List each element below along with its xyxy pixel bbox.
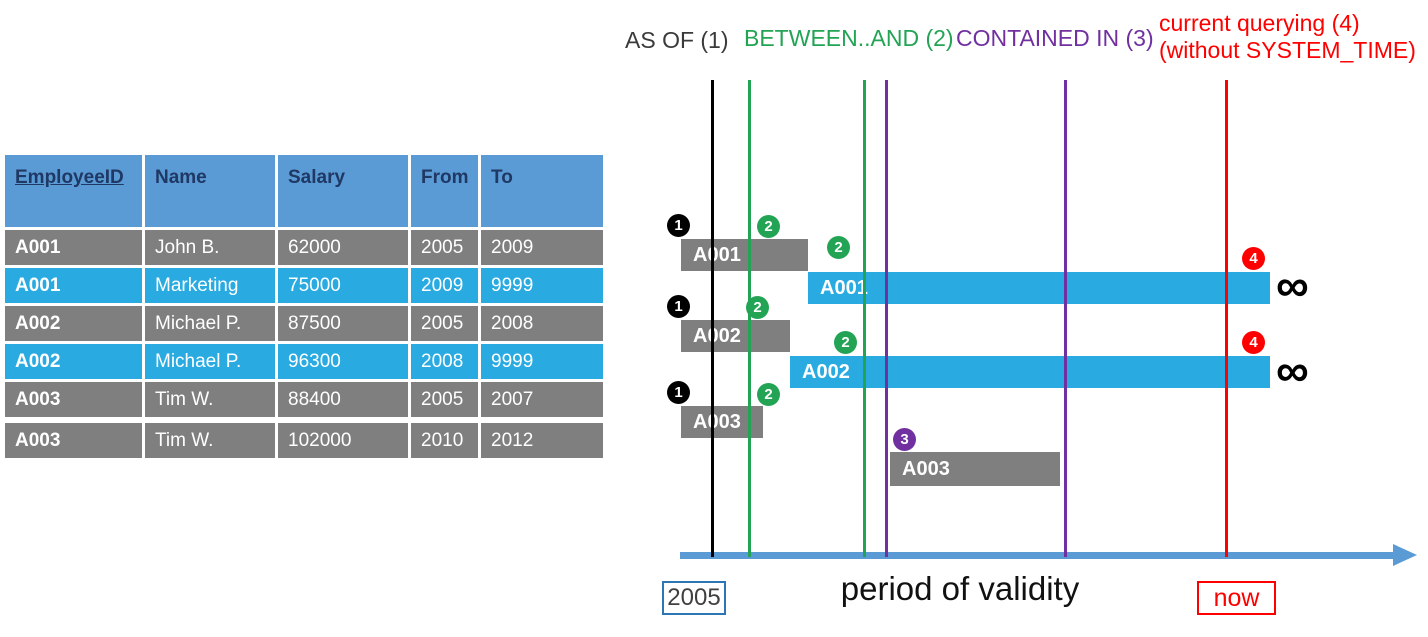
now-line: [1225, 80, 1228, 557]
cell-employee-id: A001: [5, 268, 145, 303]
cell-from: 2008: [411, 344, 481, 379]
legend-current-querying: current querying (4): [1159, 10, 1360, 36]
bar-label: A003: [693, 410, 741, 433]
cell-name: Tim W.: [145, 423, 278, 458]
bar-a002-old: A002: [681, 320, 790, 352]
col-header-employeeid: EmployeeID: [5, 155, 145, 227]
col-header-to: To: [481, 155, 603, 227]
cell-to: 9999: [481, 344, 603, 379]
cell-employee-id: A003: [5, 382, 145, 417]
badge-current: 4: [1242, 247, 1265, 270]
cell-from: 2005: [411, 306, 481, 341]
between-end-line: [863, 80, 866, 557]
table-row: A001 Marketing 75000 2009 9999: [5, 268, 603, 303]
bar-a001-current: A001: [808, 272, 1270, 304]
time-axis-arrowhead: [1393, 544, 1417, 566]
cell-from: 2005: [411, 230, 481, 265]
between-start-line: [748, 80, 751, 557]
cell-employee-id: A001: [5, 230, 145, 265]
contained-start-line: [885, 80, 888, 557]
table-row: A003 Tim W. 102000 2010 2012: [5, 423, 603, 458]
cell-to: 2012: [481, 423, 603, 458]
bar-label: A001: [693, 243, 741, 266]
badge-current: 4: [1242, 331, 1265, 354]
cell-name: John B.: [145, 230, 278, 265]
infinity-symbol: ∞: [1276, 259, 1309, 311]
axis-title: period of validity: [840, 570, 1080, 607]
axis-start-label-box: 2005: [662, 581, 726, 615]
cell-name: Marketing: [145, 268, 278, 303]
bar-a002-current: A002: [790, 356, 1270, 388]
cell-name: Tim W.: [145, 382, 278, 417]
badge-between: 2: [746, 296, 769, 319]
cell-employee-id: A002: [5, 306, 145, 341]
cell-to: 2008: [481, 306, 603, 341]
cell-to: 2007: [481, 382, 603, 417]
cell-name: Michael P.: [145, 306, 278, 341]
cell-employee-id: A002: [5, 344, 145, 379]
badge-as-of: 1: [667, 295, 690, 318]
infinity-symbol: ∞: [1276, 344, 1309, 396]
col-header-name: Name: [145, 155, 278, 227]
cell-salary: 75000: [278, 268, 411, 303]
legend-without-system-time: (without SYSTEM_TIME): [1159, 37, 1416, 63]
badge-between: 2: [757, 215, 780, 238]
cell-employee-id: A003: [5, 423, 145, 458]
cell-salary: 102000: [278, 423, 411, 458]
as-of-line: [711, 80, 714, 557]
badge-contained: 3: [893, 428, 916, 451]
contained-end-line: [1064, 80, 1067, 557]
col-header-from: From: [411, 155, 481, 227]
badge-as-of: 1: [667, 214, 690, 237]
bar-label: A002: [802, 360, 850, 383]
cell-from: 2009: [411, 268, 481, 303]
bar-a001-old: A001: [681, 239, 808, 271]
bar-label: A003: [902, 457, 950, 480]
cell-name: Michael P.: [145, 344, 278, 379]
badge-as-of: 1: [667, 381, 690, 404]
cell-salary: 87500: [278, 306, 411, 341]
cell-salary: 62000: [278, 230, 411, 265]
table-row: A002 Michael P. 96300 2008 9999: [5, 344, 603, 379]
bar-label: A001: [820, 276, 868, 299]
cell-to: 9999: [481, 268, 603, 303]
table-row: A002 Michael P. 87500 2005 2008: [5, 306, 603, 341]
table-row: A001 John B. 62000 2005 2009: [5, 230, 603, 265]
badge-between: 2: [827, 236, 850, 259]
table-row: A003 Tim W. 88400 2005 2007: [5, 382, 603, 417]
cell-salary: 88400: [278, 382, 411, 417]
cell-from: 2010: [411, 423, 481, 458]
legend-as-of: AS OF (1): [625, 27, 729, 53]
legend-contained-in: CONTAINED IN (3): [956, 25, 1154, 51]
employee-history-table: EmployeeID Name Salary From To A001 John…: [5, 155, 603, 461]
table-header-row: EmployeeID Name Salary From To: [5, 155, 603, 227]
cell-salary: 96300: [278, 344, 411, 379]
badge-between: 2: [757, 383, 780, 406]
col-header-salary: Salary: [278, 155, 411, 227]
cell-to: 2009: [481, 230, 603, 265]
axis-now-label-box: now: [1197, 581, 1276, 615]
legend-between-and: BETWEEN..AND (2): [744, 25, 954, 51]
bar-label: A002: [693, 324, 741, 347]
bar-a003-middle: A003: [890, 452, 1060, 486]
time-axis: [680, 552, 1393, 559]
cell-from: 2005: [411, 382, 481, 417]
badge-between: 2: [834, 331, 857, 354]
